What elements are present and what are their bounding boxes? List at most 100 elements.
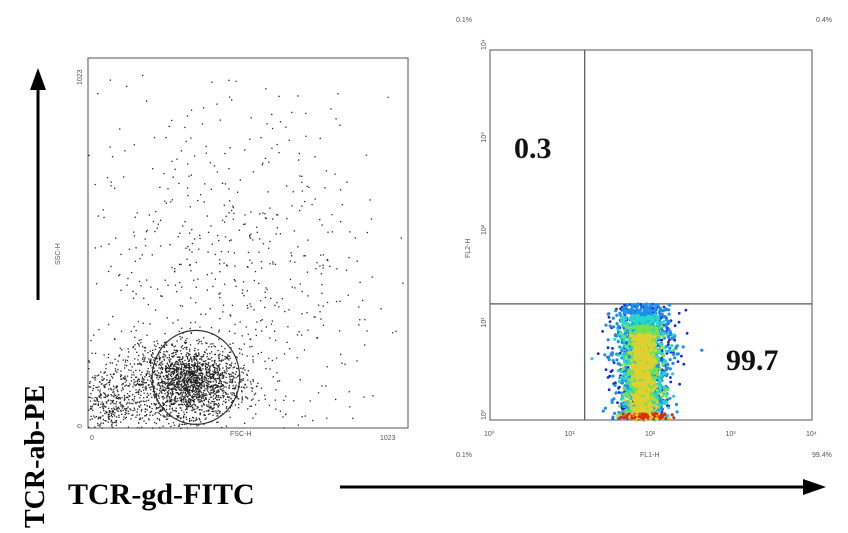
scatter-point xyxy=(276,143,278,146)
scatter-point xyxy=(176,415,178,417)
scatter-point xyxy=(177,372,179,374)
scatter-point xyxy=(159,351,161,354)
scatter-point xyxy=(144,408,147,410)
scatter-point xyxy=(145,389,147,391)
scatter-point xyxy=(162,415,164,417)
scatter-point xyxy=(216,364,218,367)
scatter-point xyxy=(175,360,177,363)
scatter-point xyxy=(176,398,179,400)
scatter-point xyxy=(176,366,178,369)
scatter-point xyxy=(179,372,181,374)
scatter-point xyxy=(182,356,184,358)
scatter-point xyxy=(212,370,214,372)
scatter-point xyxy=(182,391,184,393)
scatter-point xyxy=(214,278,216,280)
scatter-point xyxy=(191,396,194,398)
scatter-point xyxy=(185,367,187,370)
scatter-point xyxy=(141,254,143,256)
scatter-point xyxy=(207,413,210,416)
scatter-point xyxy=(142,389,145,391)
scatter-point xyxy=(366,231,368,234)
scatter-point xyxy=(129,383,131,385)
scatter-point xyxy=(192,374,194,376)
scatter-point xyxy=(335,398,337,401)
scatter-point xyxy=(234,332,236,335)
scatter-point xyxy=(193,366,195,368)
scatter-point xyxy=(140,394,142,396)
scatter-point xyxy=(158,407,160,409)
density-point xyxy=(611,347,614,350)
scatter-point xyxy=(223,386,225,388)
scatter-point xyxy=(153,395,156,397)
scatter-point xyxy=(206,386,208,388)
scatter-point xyxy=(250,233,252,235)
density-point xyxy=(606,312,610,316)
density-point xyxy=(685,331,689,335)
scatter-point xyxy=(192,373,194,375)
scatter-point xyxy=(197,377,200,379)
scatter-point xyxy=(237,368,239,370)
density-point xyxy=(645,308,650,312)
scatter-point xyxy=(183,363,185,366)
scatter-point xyxy=(125,85,128,87)
scatter-point xyxy=(165,389,167,391)
scatter-point xyxy=(217,385,220,387)
scatter-point xyxy=(146,404,148,407)
density-point xyxy=(601,409,605,413)
scatter-point xyxy=(134,216,136,218)
scatter-point xyxy=(150,364,152,367)
scatter-point xyxy=(99,418,101,420)
scatter-point xyxy=(147,303,149,306)
scatter-point xyxy=(224,371,227,373)
scatter-point xyxy=(169,388,171,390)
scatter-point xyxy=(185,364,187,367)
density-point xyxy=(607,355,611,359)
scatter-point xyxy=(179,371,182,374)
scatter-point xyxy=(201,385,203,387)
density-point xyxy=(617,386,620,390)
scatter-point xyxy=(186,356,189,358)
scatter-point xyxy=(135,330,137,332)
scatter-point xyxy=(94,375,96,377)
scatter-point xyxy=(109,79,111,81)
scatter-point xyxy=(307,239,309,241)
scatter-point xyxy=(276,302,278,304)
scatter-point xyxy=(104,406,107,408)
scatter-point xyxy=(234,404,236,406)
scatter-point xyxy=(161,363,164,365)
scatter-point xyxy=(163,403,165,405)
scatter-point xyxy=(168,367,170,369)
scatter-point xyxy=(294,287,296,289)
scatter-point xyxy=(217,234,219,237)
scatter-point xyxy=(142,384,144,386)
scatter-point xyxy=(221,413,223,415)
scatter-point xyxy=(235,371,237,373)
scatter-point xyxy=(155,403,157,405)
scatter-point xyxy=(151,381,153,384)
scatter-point xyxy=(196,407,198,410)
scatter-point xyxy=(220,382,222,385)
scatter-point xyxy=(225,425,228,427)
scatter-point xyxy=(137,390,140,392)
scatter-point xyxy=(116,416,118,418)
scatter-point xyxy=(225,382,227,384)
scatter-point xyxy=(251,345,253,348)
scatter-point xyxy=(138,418,141,421)
scatter-point xyxy=(162,398,164,400)
scatter-point xyxy=(297,246,299,248)
scatter-point xyxy=(141,380,143,383)
scatter-point xyxy=(144,387,146,389)
scatter-point xyxy=(244,223,246,225)
scatter-point xyxy=(171,380,173,382)
scatter-point xyxy=(160,295,162,297)
scatter-point xyxy=(225,264,228,266)
scatter-point xyxy=(157,375,159,377)
scatter-point xyxy=(115,403,117,405)
scatter-point xyxy=(163,415,165,417)
scatter-point xyxy=(168,373,170,375)
scatter-point xyxy=(164,333,166,335)
scatter-point xyxy=(167,393,169,395)
scatter-point xyxy=(99,389,101,391)
scatter-point xyxy=(359,319,361,321)
scatter-point xyxy=(119,401,122,403)
